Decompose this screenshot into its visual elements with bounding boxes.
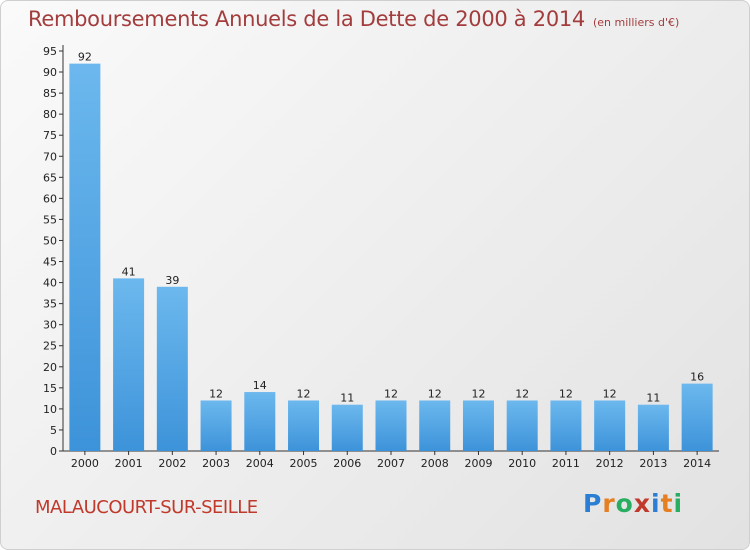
bar [419, 400, 451, 451]
x-tick-label: 2012 [596, 457, 624, 470]
y-tick-label: 65 [43, 171, 57, 184]
bar [506, 400, 538, 451]
x-tick-label: 2000 [71, 457, 99, 470]
bar-value-label: 11 [340, 392, 354, 405]
bar-value-label: 14 [253, 379, 267, 392]
y-tick-label: 20 [43, 361, 57, 374]
chart-title: Remboursements Annuels de la Dette de 20… [28, 7, 679, 31]
y-tick-label: 40 [43, 277, 57, 290]
y-tick-label: 35 [43, 298, 57, 311]
y-tick-label: 55 [43, 213, 57, 226]
bar-value-label: 12 [603, 387, 617, 400]
x-tick-label: 2011 [552, 457, 580, 470]
brand-letter: i [651, 489, 661, 518]
brand-logo: Proxiti [583, 489, 683, 518]
bar [244, 392, 276, 451]
bar-value-label: 16 [690, 371, 704, 384]
y-tick-label: 5 [50, 424, 57, 437]
bar [288, 400, 320, 451]
x-tick-label: 2004 [246, 457, 274, 470]
bar [681, 383, 713, 451]
brand-letter: x [633, 489, 651, 518]
bar-value-label: 12 [471, 387, 485, 400]
chart-title-text: Remboursements Annuels de la Dette de 20… [28, 7, 585, 31]
y-tick-label: 25 [43, 340, 57, 353]
x-tick-label: 2009 [464, 457, 492, 470]
bar [594, 400, 626, 451]
bar [637, 404, 669, 451]
bar-value-label: 12 [559, 387, 573, 400]
x-tick-label: 2007 [377, 457, 405, 470]
y-tick-label: 70 [43, 150, 57, 163]
bar-value-label: 12 [209, 387, 223, 400]
y-tick-label: 15 [43, 382, 57, 395]
y-tick-label: 10 [43, 403, 57, 416]
y-tick-label: 50 [43, 234, 57, 247]
bar [375, 400, 407, 451]
y-tick-label: 85 [43, 87, 57, 100]
y-tick-label: 45 [43, 256, 57, 269]
y-tick-label: 95 [43, 45, 57, 58]
bar [113, 278, 145, 451]
y-tick-label: 75 [43, 129, 57, 142]
bar [69, 63, 101, 451]
bar-value-label: 12 [384, 387, 398, 400]
x-tick-label: 2002 [158, 457, 186, 470]
bar [462, 400, 494, 451]
bar [200, 400, 232, 451]
bar [331, 404, 363, 451]
bar [550, 400, 582, 451]
y-tick-label: 0 [50, 445, 57, 458]
y-tick-label: 90 [43, 66, 57, 79]
chart-unit: (en milliers d'€) [593, 16, 680, 29]
x-tick-label: 2013 [639, 457, 667, 470]
bar [156, 286, 188, 451]
bar-value-label: 12 [515, 387, 529, 400]
brand-letter: i [673, 489, 684, 518]
y-tick-label: 30 [43, 319, 57, 332]
y-tick-label: 60 [43, 192, 57, 205]
brand-letter: r [602, 489, 616, 518]
brand-letter: o [615, 489, 634, 518]
brand-letter: P [583, 489, 603, 518]
x-tick-label: 2001 [115, 457, 143, 470]
x-tick-label: 2003 [202, 457, 230, 470]
bar-value-label: 41 [122, 265, 136, 278]
commune-name: MALAUCOURT-SUR-SEILLE [35, 497, 258, 518]
brand-letter: t [660, 489, 674, 518]
bar-value-label: 92 [78, 51, 92, 64]
bar-value-label: 11 [646, 392, 660, 405]
x-tick-label: 2005 [290, 457, 318, 470]
y-tick-label: 80 [43, 108, 57, 121]
x-tick-label: 2014 [683, 457, 711, 470]
x-tick-label: 2010 [508, 457, 536, 470]
bar-value-label: 39 [165, 274, 179, 287]
x-tick-label: 2008 [421, 457, 449, 470]
bar-value-label: 12 [428, 387, 442, 400]
bar-value-label: 12 [297, 387, 311, 400]
x-tick-label: 2006 [333, 457, 361, 470]
